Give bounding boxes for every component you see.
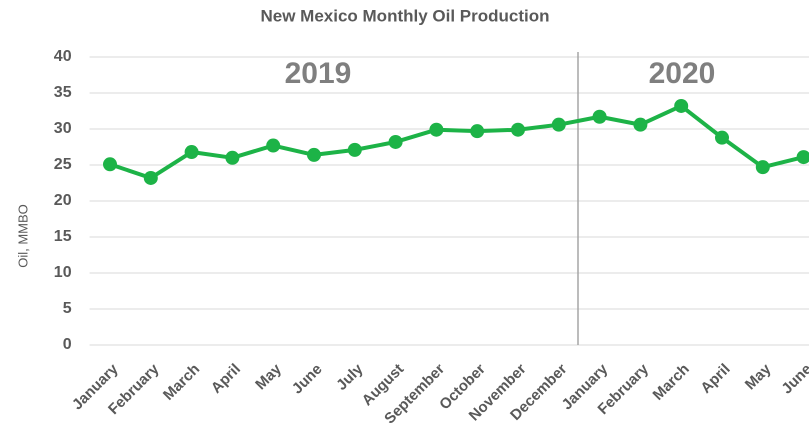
x-tick-label: April	[697, 361, 733, 397]
x-tick-label: March	[160, 361, 203, 404]
point	[674, 98, 689, 113]
x-tick-label: March	[650, 361, 693, 404]
line	[109, 103, 805, 180]
point	[184, 145, 199, 160]
y-tick-label: 5	[63, 300, 72, 317]
point	[103, 157, 117, 172]
y-tick-label: 25	[54, 156, 72, 173]
x-tick-label: July	[333, 360, 367, 394]
point	[551, 117, 566, 132]
y-tick-label: 40	[54, 48, 72, 65]
point	[633, 117, 648, 132]
point	[429, 122, 444, 137]
y-axis-label: Oil, MMBO	[15, 204, 30, 268]
point	[470, 124, 485, 139]
x-tick-label: May	[742, 360, 775, 393]
y-tick-label: 30	[54, 120, 72, 137]
point	[307, 147, 321, 162]
point	[592, 109, 607, 124]
point	[347, 142, 362, 157]
x-tick-label: June	[289, 361, 326, 398]
chart-title: New Mexico Monthly Oil Production	[260, 6, 549, 25]
point	[266, 138, 281, 153]
point	[511, 122, 525, 137]
point	[796, 150, 809, 165]
year-annotation: 2020	[649, 57, 716, 90]
y-tick-label: 0	[63, 336, 72, 353]
x-tick-label: June	[778, 361, 809, 398]
y-tick-label: 20	[54, 192, 72, 209]
x-tick-label: May	[252, 360, 285, 393]
y-tick-label: 10	[54, 264, 72, 281]
point	[388, 134, 403, 149]
point	[715, 130, 729, 145]
point	[755, 160, 770, 175]
x-tick-label: April	[208, 361, 244, 397]
y-tick-label: 35	[54, 84, 72, 101]
point	[225, 150, 240, 165]
point	[143, 170, 158, 185]
year-annotation: 2019	[285, 57, 352, 90]
y-tick-label: 15	[54, 228, 72, 245]
